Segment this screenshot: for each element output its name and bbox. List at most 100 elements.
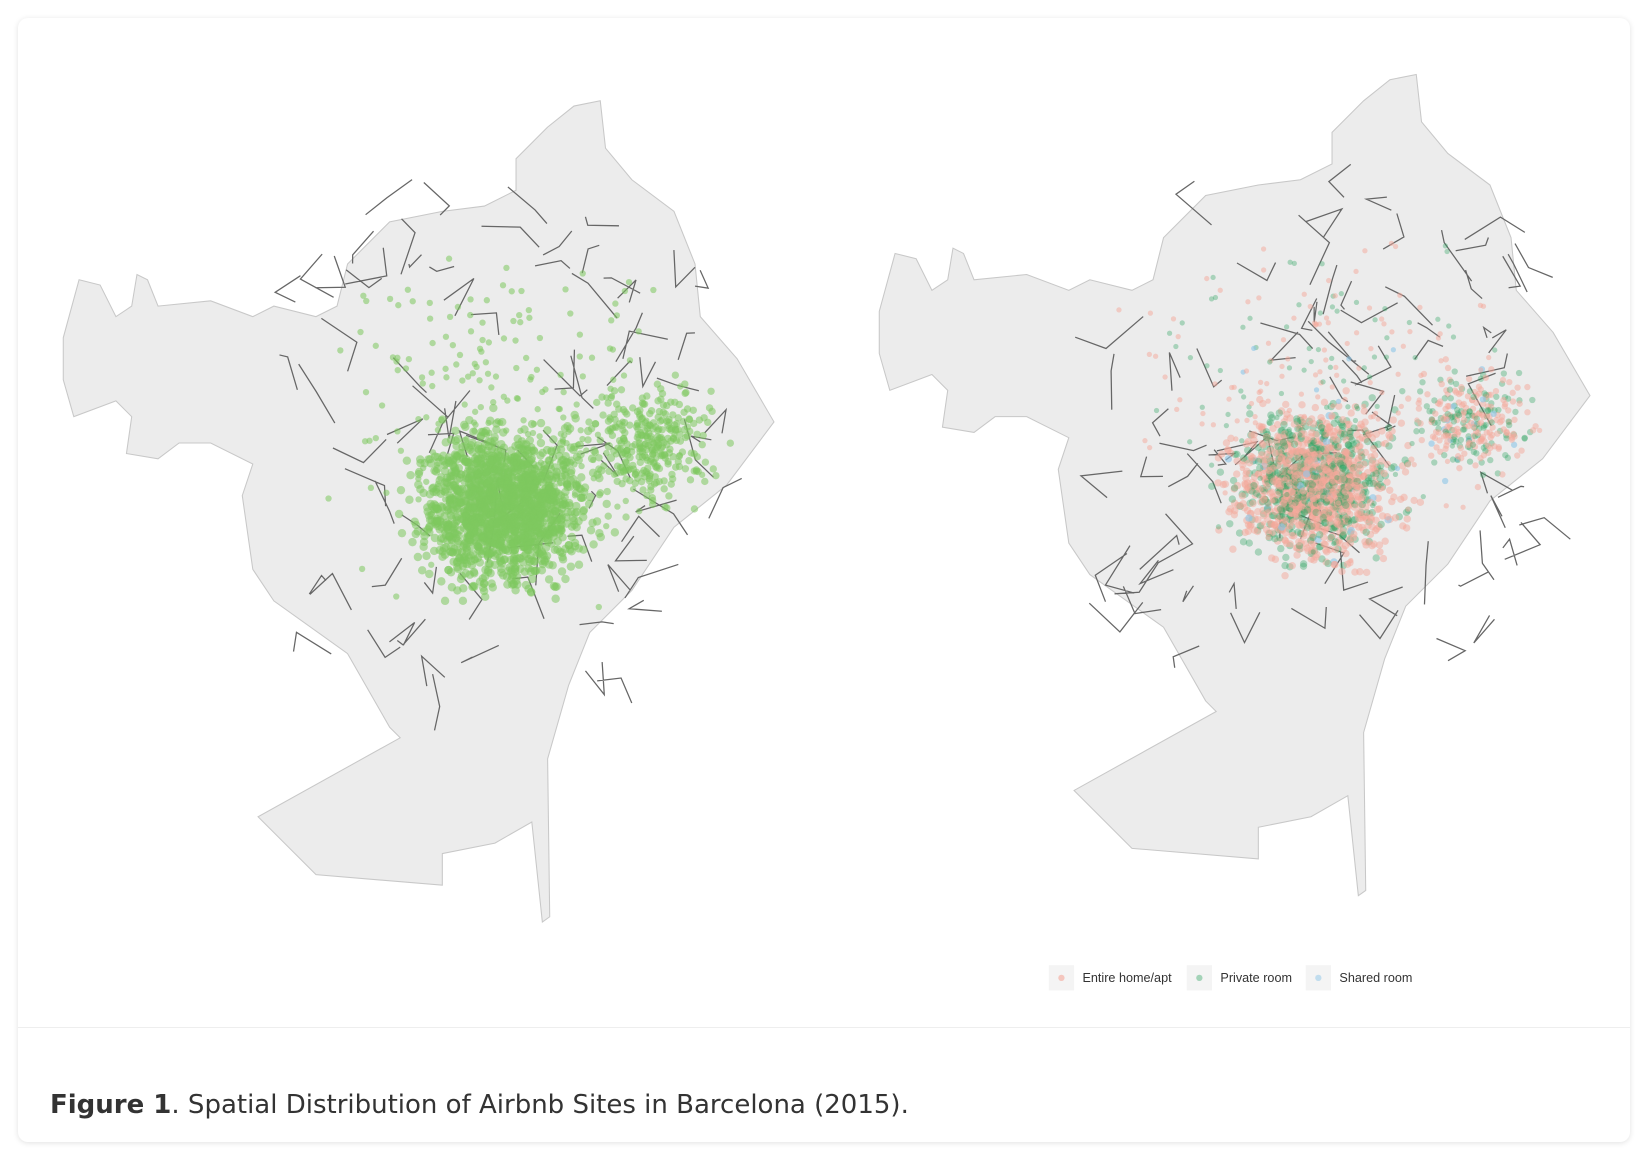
listing-dot [606, 345, 614, 352]
listing-dot [1457, 445, 1464, 452]
listing-dot [1266, 420, 1273, 426]
listing-dot [1470, 393, 1477, 401]
listing-dot [511, 441, 520, 451]
listing-dot [1233, 457, 1241, 465]
listing-dot [1349, 466, 1355, 473]
listing-dot [465, 471, 475, 480]
listing-dot [1415, 405, 1423, 412]
listing-dot [409, 298, 416, 305]
legend-label: Entire home/apt [1082, 971, 1172, 985]
listing-dot [485, 549, 494, 558]
listing-dot [617, 386, 626, 394]
listing-dot [1301, 367, 1307, 373]
listing-dot [590, 456, 597, 464]
listing-dot [1307, 303, 1313, 310]
listing-dot [500, 335, 508, 342]
listing-dot [560, 414, 567, 421]
listing-dot [1351, 481, 1359, 490]
listing-dot [1344, 340, 1350, 347]
listing-dot [470, 480, 477, 487]
listing-dot [1346, 539, 1354, 547]
listing-dot [605, 467, 613, 476]
listing-dot [510, 549, 519, 558]
listing-dot [496, 556, 506, 566]
listing-dot [708, 407, 716, 416]
listing-dot [1337, 524, 1344, 530]
listing-dot [425, 490, 435, 499]
listing-dot [497, 472, 504, 480]
listing-dot [1312, 520, 1321, 529]
listing-dot [1142, 438, 1148, 444]
listing-dot [663, 401, 671, 410]
listing-dot [570, 542, 580, 551]
listing-dot [625, 278, 633, 286]
listing-dot [405, 355, 413, 363]
listing-dot [442, 473, 452, 483]
listing-dot [560, 388, 567, 396]
listing-dot [1293, 551, 1301, 559]
legend: Entire home/apt Private room Shared room [1048, 965, 1412, 991]
listing-dot [1338, 291, 1344, 297]
listing-dot [536, 418, 546, 428]
listing-dot [572, 501, 581, 511]
listing-dot [1383, 354, 1390, 360]
listing-dot [1310, 549, 1316, 555]
listing-dot [419, 380, 426, 387]
listing-dot [1246, 410, 1254, 418]
listing-dot [461, 500, 470, 509]
listing-dot [1381, 321, 1387, 327]
listing-dot [504, 503, 511, 511]
listing-dot [1460, 416, 1468, 424]
listing-dot [1187, 439, 1193, 445]
listing-dot [372, 434, 379, 442]
listing-dot [577, 473, 586, 482]
listing-dot [393, 358, 400, 365]
listing-dot [516, 554, 525, 563]
listing-dot [452, 504, 462, 513]
listing-dot [1484, 442, 1492, 450]
listing-dot [1116, 307, 1122, 313]
listing-dot [423, 503, 432, 512]
listing-dot [561, 466, 568, 474]
listing-dot [666, 445, 674, 453]
listing-dot [607, 385, 614, 392]
listing-dot [1177, 397, 1183, 403]
listing-dot [1455, 411, 1463, 419]
listing-dot [452, 558, 462, 567]
listing-dot [545, 560, 554, 569]
listing-dot [1386, 433, 1394, 442]
listing-dot [426, 315, 434, 322]
listing-dot [406, 470, 415, 480]
listing-dot [1466, 458, 1474, 465]
listing-dot [459, 377, 466, 384]
listing-dot [698, 471, 706, 478]
listing-dot [478, 348, 485, 355]
listing-dot [1326, 277, 1332, 284]
listing-dot [554, 505, 562, 512]
listing-dot [517, 451, 524, 458]
listing-dot [1331, 540, 1337, 547]
listing-dot [545, 456, 554, 466]
listing-dot [626, 421, 634, 429]
listing-dot [1449, 443, 1456, 449]
listing-dot [471, 360, 478, 367]
listing-dot [1409, 440, 1415, 447]
figure-label: Figure 1 [50, 1090, 172, 1120]
listing-dot [525, 490, 533, 497]
listing-dot [528, 565, 535, 573]
legend-label: Private room [1220, 971, 1292, 985]
listing-dot [603, 522, 610, 530]
listing-dot [453, 512, 463, 521]
listing-dot [1444, 248, 1450, 255]
listing-dot [1334, 372, 1340, 378]
listing-dot [1486, 354, 1492, 361]
listing-dot [1278, 477, 1285, 483]
listing-dot [661, 451, 669, 460]
listing-dot [1224, 455, 1233, 463]
listing-dot [1375, 505, 1384, 513]
listing-dot [612, 451, 620, 458]
listing-dot [1469, 441, 1477, 448]
listing-dot [1438, 358, 1444, 364]
listing-dot [516, 311, 523, 319]
listing-dot [536, 438, 546, 448]
